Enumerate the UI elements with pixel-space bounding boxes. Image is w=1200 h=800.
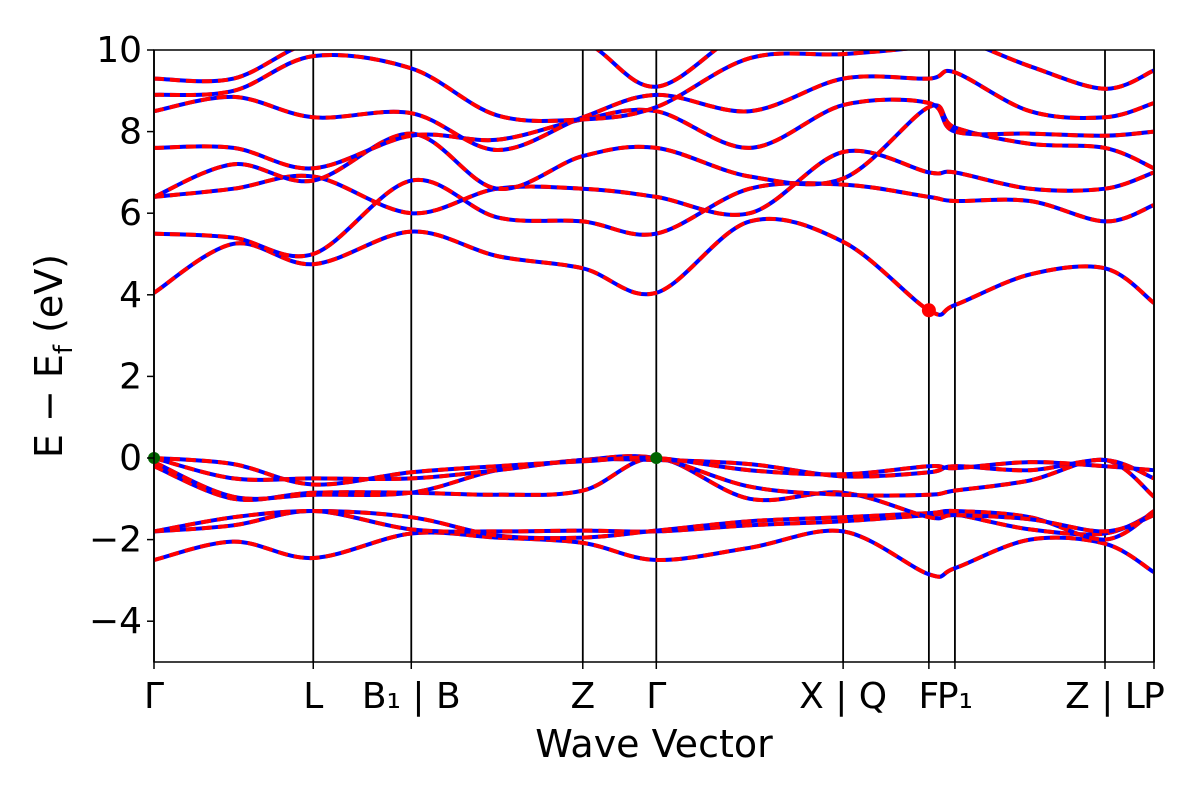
band-line-spin-up xyxy=(154,455,1154,534)
bands-layer xyxy=(154,50,1154,579)
x-tick-label: P xyxy=(1143,676,1165,717)
band-line-spin-down xyxy=(154,177,1154,259)
y-axis-title-main: E − E xyxy=(27,354,71,458)
y-axis: −4 −2 0 2 4 6 8 10 xyxy=(89,30,154,642)
plot-frame xyxy=(153,49,1155,663)
cbm-marker xyxy=(921,303,936,318)
x-axis: Γ L B₁ | B Z Γ X | Q FP₁ Z | LP xyxy=(144,662,1165,717)
band-line-spin-up xyxy=(154,177,1154,259)
x-tick-label: P₁ xyxy=(937,676,973,717)
x-tick-label: B₁ | B xyxy=(362,676,461,717)
band-line-spin-up xyxy=(154,50,719,89)
band-line-spin-up xyxy=(154,103,1154,199)
x-tick-label: X | Q xyxy=(799,676,887,717)
band-line-spin-up xyxy=(154,528,1154,579)
band-line-spin-up xyxy=(154,454,1154,501)
band-line-spin-up xyxy=(154,455,1154,487)
y-tick-label: 6 xyxy=(119,193,142,234)
band-line-spin-down xyxy=(154,508,1154,542)
y-axis-title: E − Ef (eV) xyxy=(27,254,79,458)
band-line-spin-up xyxy=(154,97,1154,171)
y-tick-label: −4 xyxy=(89,601,142,642)
y-axis-title-tail: (eV) xyxy=(27,254,71,345)
kpoint-lines xyxy=(153,50,1155,662)
vbm-marker xyxy=(650,452,663,464)
band-line-spin-up xyxy=(154,216,1154,317)
x-tick-label: Z | L xyxy=(1065,676,1145,717)
y-tick-label: 8 xyxy=(119,112,142,153)
y-axis-title-sub: f xyxy=(49,344,79,354)
band-line-spin-down xyxy=(154,528,1154,579)
y-tick-label: −2 xyxy=(89,520,142,561)
x-tick-label: Z xyxy=(570,676,595,717)
y-tick-label: 10 xyxy=(96,30,142,71)
x-axis-title: Wave Vector xyxy=(535,722,773,766)
y-tick-label: 4 xyxy=(119,275,142,316)
x-tick-label: F xyxy=(919,676,940,717)
x-tick-label: L xyxy=(303,676,323,717)
x-tick-label: Γ xyxy=(144,676,164,717)
y-tick-label: 0 xyxy=(119,438,142,479)
extrema-markers xyxy=(148,303,936,464)
x-tick-label: Γ xyxy=(646,676,666,717)
band-line-spin-up xyxy=(154,50,1154,124)
y-tick-label: 2 xyxy=(119,356,142,397)
